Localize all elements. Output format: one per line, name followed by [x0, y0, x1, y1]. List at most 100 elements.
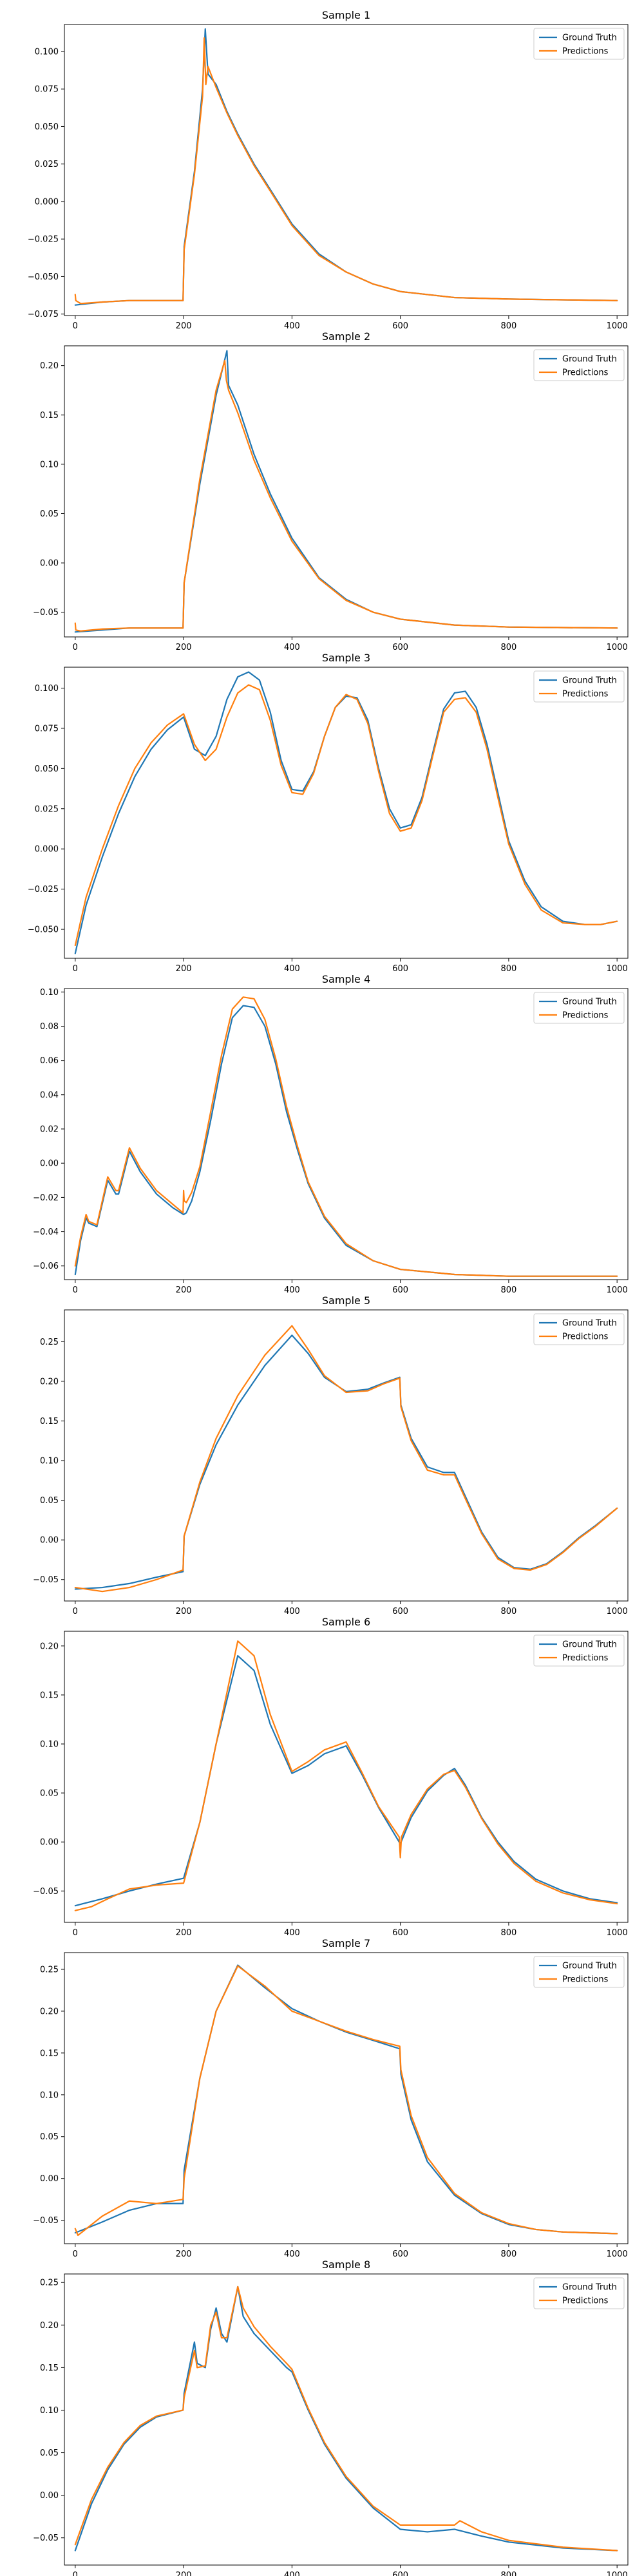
legend-label-ground-truth: Ground Truth [562, 33, 617, 43]
y-tick-label: 0.10 [40, 2406, 59, 2416]
legend: Ground Truth Predictions [533, 1634, 625, 1667]
y-tick-label: −0.05 [33, 1887, 59, 1897]
x-tick-label: 200 [176, 643, 192, 652]
x-tick-label: 0 [73, 643, 78, 652]
y-tick-label: 0.25 [40, 1338, 59, 1347]
x-tick-label: 800 [500, 643, 516, 652]
y-tick-label: 0.20 [40, 1377, 59, 1387]
x-tick-label: 800 [500, 1285, 516, 1295]
legend-label-ground-truth: Ground Truth [562, 2283, 617, 2293]
ground-truth-line [74, 1334, 618, 1590]
x-tick-label: 800 [500, 2249, 516, 2259]
x-tick-label: 1000 [607, 643, 628, 652]
y-tick-label: 0.050 [35, 764, 59, 774]
x-tick-label: 600 [392, 1285, 408, 1295]
ground-truth-line [74, 2286, 618, 2552]
x-tick-label: 0 [73, 2571, 78, 2576]
y-tick-label: 0.06 [40, 1056, 59, 1066]
axes-frame [64, 345, 629, 638]
legend-label-predictions: Predictions [562, 368, 609, 378]
x-tick-label: 1000 [607, 2571, 628, 2576]
predictions-line [74, 1325, 618, 1593]
y-tick-label: −0.06 [33, 1262, 59, 1271]
legend-label-ground-truth: Ground Truth [562, 355, 617, 365]
legend-label-predictions: Predictions [562, 1654, 609, 1663]
x-tick-label: 400 [284, 1285, 300, 1295]
axes-frame [64, 1631, 629, 1923]
y-tick-label: 0.15 [40, 2049, 59, 2058]
legend: Ground Truth Predictions [533, 28, 625, 60]
chart-panel-2: Sample 2 0 200 400 600 800 1000 −0.05 0.00 0.05 0.… [33, 330, 629, 652]
x-tick-label: 400 [284, 2571, 300, 2576]
legend-label-predictions: Predictions [562, 47, 609, 57]
x-tick-label: 600 [392, 1607, 408, 1616]
x-tick-label: 400 [284, 643, 300, 652]
x-tick-label: 800 [500, 321, 516, 331]
y-tick-label: −0.05 [33, 608, 59, 618]
chart-title: Sample 8 [322, 2259, 370, 2271]
predictions-line [74, 684, 618, 947]
x-tick-label: 1000 [607, 964, 628, 974]
chart-title: Sample 7 [322, 1937, 370, 1949]
y-tick-label: 0.15 [40, 1690, 59, 1700]
chart-title: Sample 3 [322, 652, 370, 664]
y-tick-label: 0.000 [35, 845, 59, 855]
y-tick-label: −0.05 [33, 2533, 59, 2543]
chart-panel-1: Sample 1 0 200 400 600 800 1000 −0.075 −0.050 −0.… [28, 9, 629, 331]
x-tick-label: 400 [284, 964, 300, 974]
x-tick-label: 1000 [607, 1928, 628, 1938]
x-tick-label: 600 [392, 643, 408, 652]
y-tick-label: 0.05 [40, 1789, 59, 1799]
predictions-line [74, 1965, 618, 2237]
y-tick-label: 0.05 [40, 1496, 59, 1506]
y-tick-label: −0.050 [28, 272, 59, 282]
y-tick-label: −0.05 [33, 1575, 59, 1585]
chart-title: Sample 6 [322, 1616, 370, 1628]
y-tick-label: 0.10 [40, 988, 59, 998]
legend: Ground Truth Predictions [533, 670, 625, 703]
y-tick-label: 0.10 [40, 460, 59, 469]
x-tick-label: 800 [500, 964, 516, 974]
y-tick-label: 0.08 [40, 1022, 59, 1032]
x-tick-label: 600 [392, 1928, 408, 1938]
ground-truth-line [74, 28, 618, 306]
x-tick-label: 400 [284, 1607, 300, 1616]
x-tick-label: 600 [392, 964, 408, 974]
chart-panel-7: Sample 7 0 200 400 600 800 1000 −0.05 0.00 0.05 0.… [33, 1937, 629, 2259]
predictions-line [74, 996, 618, 1277]
y-tick-label: 0.00 [40, 1838, 59, 1848]
y-tick-label: 0.025 [35, 160, 59, 169]
y-tick-label: 0.15 [40, 1417, 59, 1426]
ground-truth-line [74, 1654, 618, 1907]
chart-title: Sample 4 [322, 973, 370, 985]
ground-truth-line [74, 350, 618, 633]
chart-panel-8: Sample 8 0 200 400 600 800 1000 −0.05 0.00 0.05 0.… [33, 2259, 629, 2576]
legend: Ground Truth Predictions [533, 2277, 625, 2309]
y-tick-label: 0.25 [40, 1965, 59, 1975]
x-tick-label: 200 [176, 2249, 192, 2259]
legend-label-predictions: Predictions [562, 1011, 609, 1021]
x-tick-label: 1000 [607, 1285, 628, 1295]
axes-frame [64, 667, 629, 959]
y-tick-label: −0.025 [28, 885, 59, 895]
legend-label-predictions: Predictions [562, 690, 609, 699]
x-tick-label: 600 [392, 2571, 408, 2576]
y-tick-label: 0.10 [40, 1740, 59, 1750]
legend: Ground Truth Predictions [533, 1956, 625, 1988]
x-tick-label: 0 [73, 964, 78, 974]
y-tick-label: −0.04 [33, 1227, 59, 1237]
x-tick-label: 600 [392, 321, 408, 331]
predictions-line [74, 2286, 618, 2552]
axes-frame [64, 988, 629, 1280]
y-tick-label: −0.02 [33, 1193, 59, 1203]
y-tick-label: 0.100 [35, 684, 59, 694]
chart-title: Sample 5 [322, 1294, 370, 1307]
chart-title: Sample 1 [322, 9, 370, 21]
axes-frame [64, 1309, 629, 1602]
chart-panel-3: Sample 3 0 200 400 600 800 1000 −0.050 −0.025 0.0… [28, 652, 629, 974]
x-tick-label: 0 [73, 321, 78, 331]
legend-label-predictions: Predictions [562, 2297, 609, 2306]
y-tick-label: 0.05 [40, 2132, 59, 2142]
x-tick-label: 0 [73, 2249, 78, 2259]
